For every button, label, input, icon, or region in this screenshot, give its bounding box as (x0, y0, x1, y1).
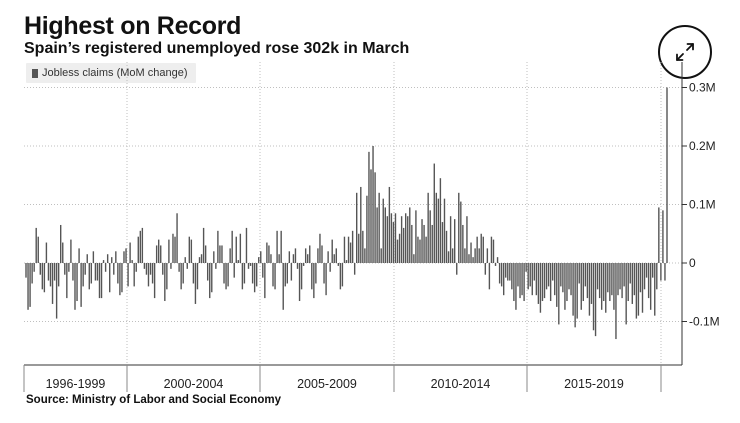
x-period-label: 1996-1999 (46, 377, 106, 391)
y-tick-label: 0.1M (689, 198, 716, 212)
chart-title: Highest on Record (24, 12, 242, 40)
y-tick-label: 0 (689, 256, 696, 270)
source-note: Source: Ministry of Labor and Social Eco… (26, 394, 281, 406)
x-period-label: 2000-2004 (164, 377, 224, 391)
legend: Jobless claims (MoM change) (26, 63, 196, 83)
chart-subtitle: Spain’s registered unemployed rose 302k … (24, 40, 410, 57)
legend-swatch (32, 68, 38, 78)
y-tick-label: 0.3M (689, 81, 716, 95)
x-period-label: 2005-2009 (297, 377, 357, 391)
x-period-label: 2010-2014 (431, 377, 491, 391)
gridlines (24, 62, 682, 365)
bars (25, 87, 668, 340)
expand-arrows-icon (676, 43, 694, 61)
axes: 0.3M 0.2M 0.1M 0 -0.1M 1996-1999 2000-2004 2005… (23, 62, 720, 392)
x-period-label: 2015-2019 (564, 377, 624, 391)
y-tick-label: -0.1M (689, 315, 720, 329)
expand-button[interactable] (658, 25, 712, 79)
y-tick-label: 0.2M (689, 139, 716, 153)
legend-label: Jobless claims (MoM change) (42, 67, 188, 79)
